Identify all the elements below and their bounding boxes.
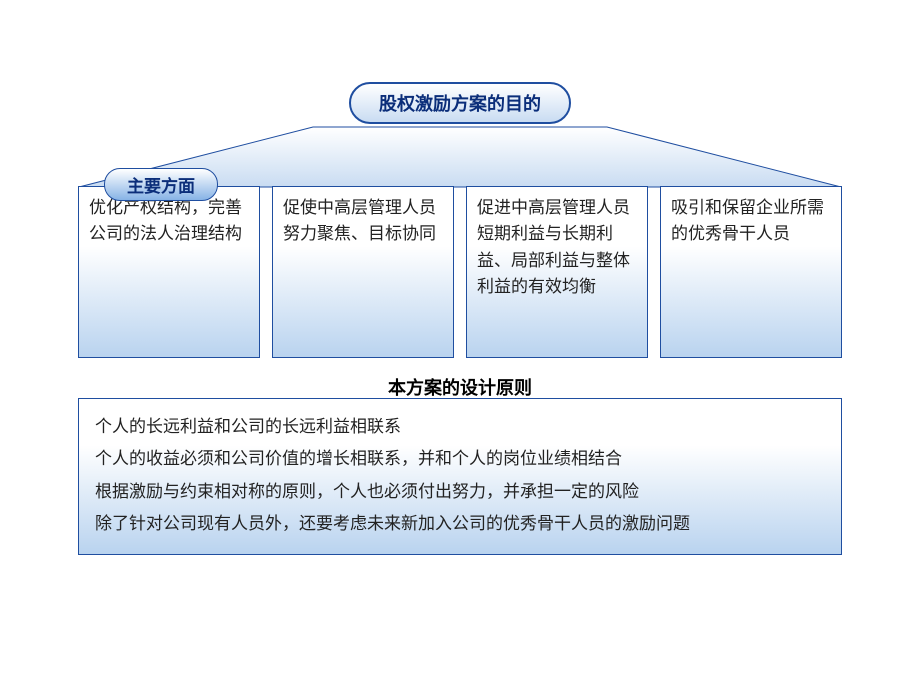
diagram-title-pill: 股权激励方案的目的 bbox=[349, 82, 571, 124]
principle-line: 根据激励与约束相对称的原则，个人也必须付出努力，并承担一定的风险 bbox=[95, 476, 825, 508]
aspect-card-text: 促使中高层管理人员努力聚焦、目标协同 bbox=[283, 198, 436, 243]
principle-line: 除了针对公司现有人员外，还要考虑未来新加入公司的优秀骨干人员的激励问题 bbox=[95, 508, 825, 540]
principle-line: 个人的长远利益和公司的长远利益相联系 bbox=[95, 411, 825, 443]
aspect-card: 优化产权结构，完善公司的法人治理结构 bbox=[78, 186, 260, 358]
aspect-card: 吸引和保留企业所需的优秀骨干人员 bbox=[660, 186, 842, 358]
aspect-card-text: 优化产权结构，完善公司的法人治理结构 bbox=[89, 198, 242, 243]
principles-section-title: 本方案的设计原则 bbox=[388, 374, 532, 400]
principles-box: 个人的长远利益和公司的长远利益相联系个人的收益必须和公司价值的增长相联系，并和个… bbox=[78, 398, 842, 555]
main-aspects-badge-text: 主要方面 bbox=[127, 177, 195, 196]
principle-line: 个人的收益必须和公司价值的增长相联系，并和个人的岗位业绩相结合 bbox=[95, 443, 825, 475]
diagram-canvas: 股权激励方案的目的 主要方面 优化产权结构，完善公司的法人治理结构促使中高层管理… bbox=[0, 0, 920, 690]
aspects-cards-row: 优化产权结构，完善公司的法人治理结构促使中高层管理人员努力聚焦、目标协同促进中高… bbox=[78, 186, 842, 358]
aspect-card-text: 促进中高层管理人员短期利益与长期利益、局部利益与整体利益的有效均衡 bbox=[477, 198, 630, 296]
aspect-card: 促使中高层管理人员努力聚焦、目标协同 bbox=[272, 186, 454, 358]
principles-section-title-text: 本方案的设计原则 bbox=[388, 378, 532, 398]
aspect-card-text: 吸引和保留企业所需的优秀骨干人员 bbox=[671, 198, 824, 243]
aspect-card: 促进中高层管理人员短期利益与长期利益、局部利益与整体利益的有效均衡 bbox=[466, 186, 648, 358]
main-aspects-badge: 主要方面 bbox=[104, 168, 218, 201]
diagram-title-text: 股权激励方案的目的 bbox=[379, 94, 541, 114]
